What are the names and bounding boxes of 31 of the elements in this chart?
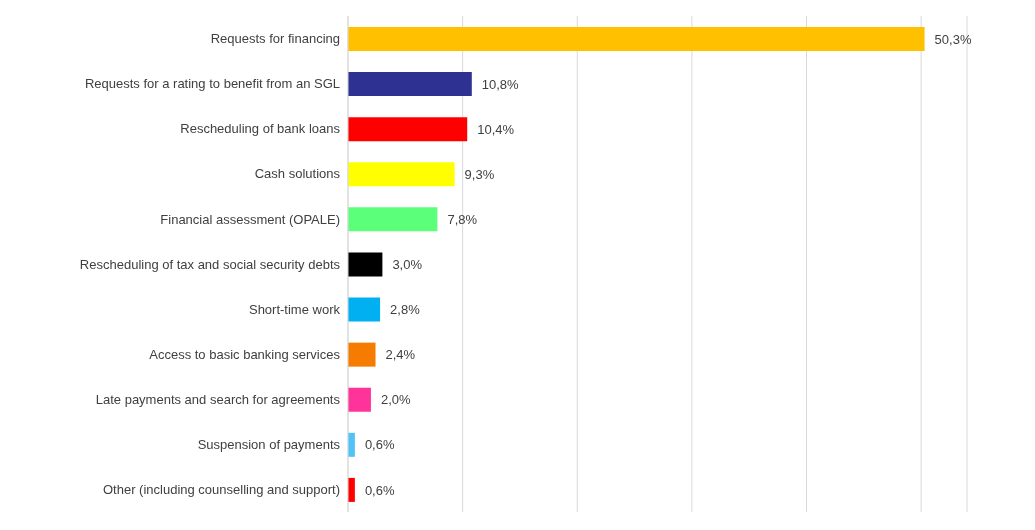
y-tick-label: Financial assessment (OPALE) <box>160 211 340 227</box>
data-label: 50,3% <box>934 31 972 47</box>
y-tick-label: Cash solutions <box>254 166 341 182</box>
y-tick-label: Access to basic banking services <box>149 346 341 362</box>
y-tick-label: Suspension of payments <box>197 436 341 452</box>
bar <box>348 297 381 322</box>
bar <box>348 162 455 187</box>
y-tick-label: Other (including counselling and support) <box>102 482 340 498</box>
y-tick-label: Short-time work <box>248 301 341 317</box>
y-tick-label: Late payments and search for agreements <box>95 391 341 407</box>
y-tick-label: Rescheduling of bank loans <box>180 121 341 137</box>
bar <box>348 207 438 232</box>
data-label: 0,6% <box>364 482 395 498</box>
data-label: 10,4% <box>477 121 515 137</box>
data-label: 2,0% <box>380 392 411 408</box>
y-tick-label: Requests for a rating to benefit from an SGL <box>84 76 340 92</box>
y-tick-label: Rescheduling of tax and social security debts <box>79 256 341 272</box>
bar <box>348 72 472 97</box>
bar <box>348 252 383 277</box>
data-label: 2,8% <box>390 302 421 318</box>
bar <box>348 117 468 142</box>
data-label: 0,6% <box>364 437 395 453</box>
bar <box>348 387 371 412</box>
y-tick-label: Requests for financing <box>210 31 340 47</box>
data-label: 3,0% <box>392 257 423 273</box>
data-label: 7,8% <box>447 211 478 227</box>
bar <box>348 27 925 51</box>
data-label: 10,8% <box>481 76 520 92</box>
bar <box>348 342 376 367</box>
data-label: 2,4% <box>385 347 416 363</box>
data-label: 9,3% <box>464 166 495 182</box>
